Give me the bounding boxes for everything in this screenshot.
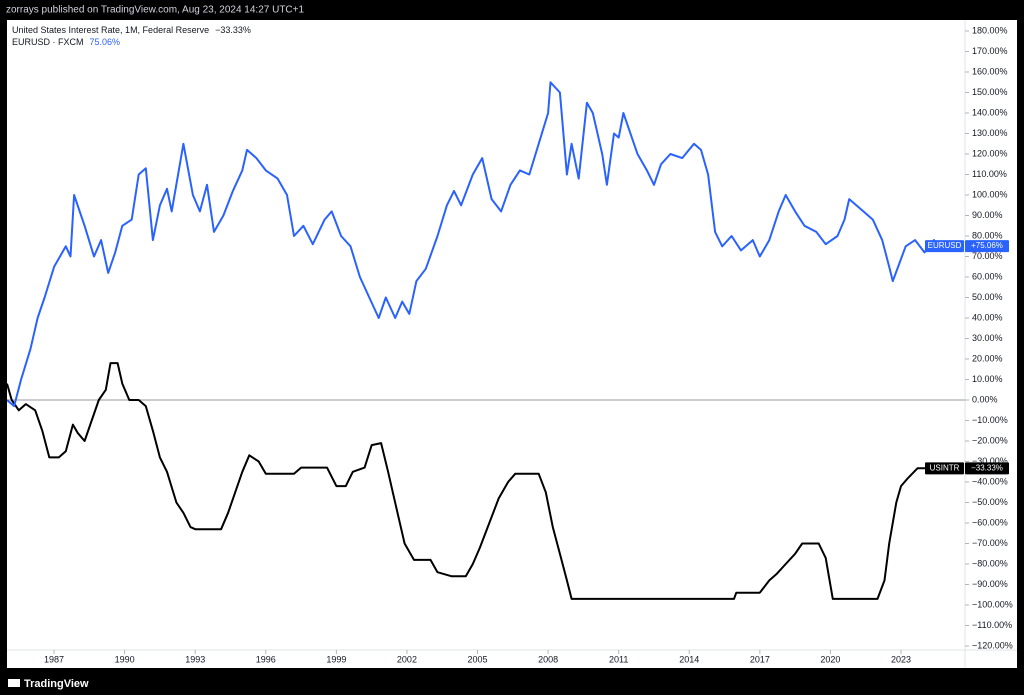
y-tick-label: 100.00% [972, 189, 1008, 199]
y-tick-label: 30.00% [972, 333, 1003, 343]
y-tick-label: 120.00% [972, 148, 1008, 158]
y-tick-label: −50.00% [972, 497, 1008, 507]
y-tick-label: −60.00% [972, 517, 1008, 527]
x-tick-label: 1987 [44, 654, 64, 664]
series-line [7, 81, 941, 408]
y-tick-label: −80.00% [972, 558, 1008, 568]
series-line [7, 362, 940, 600]
y-tick-label: 160.00% [972, 66, 1008, 76]
y-tick-label: 110.00% [972, 169, 1007, 179]
x-tick-label: 1993 [185, 654, 205, 664]
tag-symbol-bg [925, 240, 964, 253]
legend-name: United States Interest Rate, 1M, Federal… [12, 25, 209, 35]
price-tag: EURUSD +75.06% [925, 240, 1009, 253]
x-tick-label: 2008 [538, 654, 558, 664]
y-tick-label: 50.00% [972, 292, 1003, 302]
y-tick-label: −110.00% [972, 620, 1012, 630]
x-tick-label: 2017 [750, 654, 770, 664]
x-tick-label: 2014 [679, 654, 699, 664]
y-tick-label: 140.00% [972, 107, 1008, 117]
y-tick-label: −40.00% [972, 476, 1008, 486]
y-tick-label: 20.00% [972, 353, 1003, 363]
legend-entry: EURUSD · FXCM 75.06% [12, 37, 120, 47]
plot: 180.00% 170.00% 160.00% 150.00% 140.00% 130.0… [7, 25, 1013, 664]
tag-symbol: USINTR [930, 463, 960, 472]
x-tick-label: 2011 [609, 654, 628, 664]
tag-value: −33.33% [971, 463, 1003, 472]
y-tick-label: 130.00% [972, 128, 1008, 138]
y-tick-label: −30.00% [972, 456, 1008, 466]
y-tick-label: −90.00% [972, 579, 1008, 589]
y-tick-label: 150.00% [972, 87, 1008, 97]
y-tick-label: 180.00% [972, 25, 1008, 35]
x-tick-label: 2023 [891, 654, 911, 664]
legend-name: EURUSD · FXCM [12, 37, 84, 47]
x-tick-label: 1990 [115, 654, 135, 664]
tag-symbol-bg [925, 462, 964, 475]
price-tag: USINTR −33.33% [925, 462, 1009, 475]
legend-value: −33.33% [215, 25, 251, 35]
tag-value-bg [965, 462, 1009, 475]
y-tick-label: 0.00% [972, 394, 998, 404]
legend-entry: United States Interest Rate, 1M, Federal… [12, 25, 251, 35]
tag-value: +75.06% [971, 241, 1003, 250]
x-tick-label: 2020 [820, 654, 840, 664]
y-tick-label: 70.00% [972, 251, 1003, 261]
y-tick-label: 80.00% [972, 230, 1003, 240]
y-tick-label: −20.00% [972, 435, 1008, 445]
tag-value-bg [965, 240, 1009, 253]
header: zorrays published on TradingView.com, Au… [6, 5, 304, 16]
y-tick-label: −10.00% [972, 415, 1008, 425]
logo: TradingView [8, 678, 89, 690]
x-tick-label: 2005 [468, 654, 488, 664]
y-tick-label: −120.00% [972, 640, 1013, 650]
x-tick-label: 1999 [326, 654, 346, 664]
y-tick-label: 170.00% [972, 46, 1008, 56]
y-tick-label: −100.00% [972, 599, 1013, 609]
footer: TradingView [24, 678, 89, 690]
y-tick-label: 10.00% [972, 374, 1003, 384]
legend-value: 75.06% [90, 37, 121, 47]
y-tick-label: 40.00% [972, 312, 1003, 322]
x-tick-label: 1996 [256, 654, 276, 664]
y-tick-label: −70.00% [972, 538, 1008, 548]
y-tick-label: 90.00% [972, 210, 1003, 220]
x-tick-label: 2002 [397, 654, 417, 664]
y-tick-label: 60.00% [972, 271, 1003, 281]
tag-symbol: EURUSD [928, 241, 962, 250]
chart-area [7, 20, 1017, 668]
